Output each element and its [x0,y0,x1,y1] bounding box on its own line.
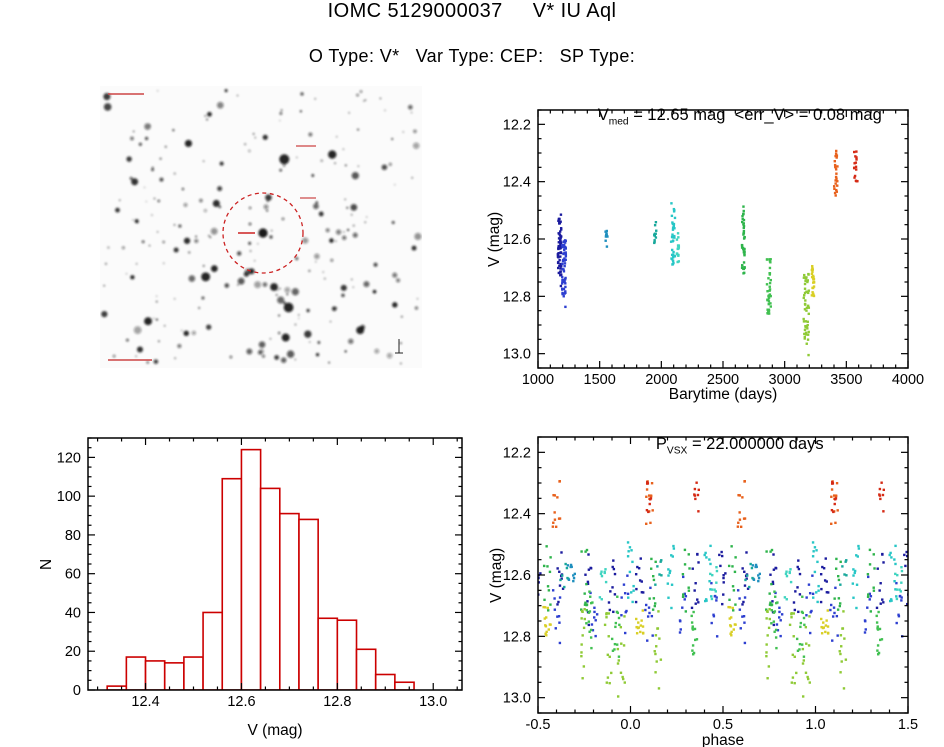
svg-text:12.6: 12.6 [503,232,531,248]
phase-plot-ylabel: V (mag) [488,547,505,603]
svg-text:12.6: 12.6 [227,694,255,710]
lightcurve-ylabel: V (mag) [486,211,503,267]
svg-text:13.0: 13.0 [503,347,531,363]
svg-text:12.4: 12.4 [503,175,531,191]
svg-text:120: 120 [57,450,81,466]
svg-text:1.5: 1.5 [898,717,918,733]
svg-text:12.4: 12.4 [131,694,159,710]
page-subtitle: O Type: V* Var Type: CEP: SP Type: [0,46,944,67]
svg-text:80: 80 [65,528,81,544]
svg-text:100: 100 [57,489,81,505]
histogram-xlabel: V (mag) [247,722,303,739]
svg-text:1.0: 1.0 [805,717,825,733]
svg-text:12.2: 12.2 [503,445,531,461]
svg-text:0: 0 [73,683,81,699]
lightcurve-xlabel: Barytime (days) [668,386,778,403]
svg-text:13.0: 13.0 [419,694,447,710]
phase-plot-canvas: -0.5 0.0 0.5 1.0 1.5 12.2 12.4 12.6 12.8 13.0 [503,436,918,733]
svg-text:3500: 3500 [830,372,862,388]
svg-text:13.0: 13.0 [503,691,531,707]
object-type: O Type: V* [308,46,400,66]
variability-type: Var Type: CEP: [415,46,544,66]
svg-text:-0.5: -0.5 [526,717,551,733]
svg-text:12.8: 12.8 [503,629,531,645]
svg-text:12.6: 12.6 [503,568,531,584]
svg-text:4000: 4000 [892,372,924,388]
svg-text:1000: 1000 [522,372,554,388]
svg-text:40: 40 [65,605,81,621]
tiny-annotation-marks [108,93,316,361]
svg-text:12.8: 12.8 [323,694,351,710]
svg-text:12.2: 12.2 [503,117,531,133]
histogram-ylabel: N [38,558,55,570]
target-circle-annotation [222,192,304,274]
histogram-panel: 12.4 12.6 12.8 13.0 0 20 40 60 80 100 120 V (mag) … [30,415,480,747]
vmed-symbol: V [597,106,609,124]
svg-text:20: 20 [65,644,81,660]
phase-plot-xlabel: phase [701,732,745,747]
lightcurve-panel: Vmed = 12.65 mag <err_V> = 0.08 mag 1000… [468,85,944,415]
svg-text:60: 60 [65,567,81,583]
svg-text:3000: 3000 [769,372,801,388]
svg-text:0.0: 0.0 [620,717,640,733]
finding-chart-panel [100,86,422,368]
page-title: IOMC 5129000037 V* IU Aql [0,0,944,23]
vmed-subscript: med [608,116,629,128]
svg-text:12.4: 12.4 [503,507,531,523]
svg-text:0.5: 0.5 [713,717,733,733]
finding-chart-image [100,86,422,368]
spectral-type: SP Type: [559,46,636,66]
svg-text:12.8: 12.8 [503,289,531,305]
source-name: V* IU Aql [532,0,617,22]
scale-mark [395,339,403,354]
source-id: IOMC 5129000037 [327,0,503,22]
svg-text:1500: 1500 [584,372,616,388]
lightcurve-canvas: 1000 1500 2000 2500 3000 3500 4000 12.2 12.4 12.6… [503,109,924,388]
period-symbol: P [655,435,667,453]
svg-text:2000: 2000 [645,372,677,388]
histogram-canvas: 12.4 12.6 12.8 13.0 0 20 40 60 80 100 120 [57,437,463,710]
svg-text:2500: 2500 [707,372,739,388]
phase-plot-panel: PVSX = 22.000000 days -0.5 0.0 0.5 1.0 1.5 12… [468,410,944,747]
period-subscript: VSX [666,445,688,457]
